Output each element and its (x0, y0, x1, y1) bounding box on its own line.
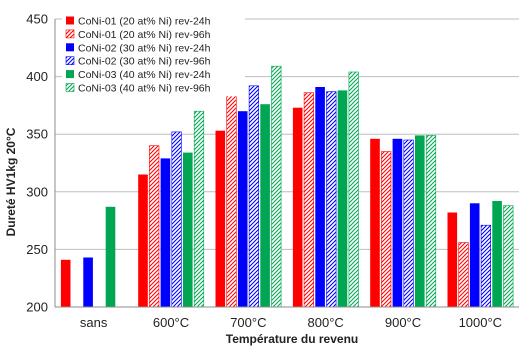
bar (237, 111, 248, 307)
bar (183, 152, 193, 307)
bar (149, 145, 160, 308)
bar (171, 131, 182, 308)
bar (160, 158, 171, 307)
y-tick-label: 350 (26, 127, 48, 142)
bar (458, 242, 469, 308)
x-tick-label: 600°C (153, 315, 189, 330)
legend-label: CoNi-01 (20 at% Ni) rev-96h (78, 29, 211, 41)
bar (292, 107, 303, 307)
bar-group (60, 65, 514, 308)
bar (193, 110, 205, 308)
x-tick-label: 800°C (308, 315, 344, 330)
bar (480, 224, 492, 308)
legend-swatch (66, 16, 74, 25)
y-tick-label: 400 (26, 69, 48, 84)
bar (303, 92, 315, 308)
legend-background (62, 12, 245, 97)
bar (60, 259, 71, 307)
x-tick-label: 900°C (385, 315, 421, 330)
y-tick-labels: 200 250 300 350 400 450 (26, 12, 48, 315)
y-tick-label: 250 (26, 242, 48, 257)
legend-swatch (65, 29, 75, 39)
legend-label: CoNi-03 (40 at% Ni) rev-24h (78, 69, 211, 81)
legend-label: CoNi-01 (20 at% Ni) rev-24h (78, 16, 211, 28)
legend-swatch (65, 83, 75, 92)
y-tick-label: 200 (26, 300, 48, 315)
bar (326, 91, 337, 308)
axes (54, 19, 519, 308)
bar (425, 135, 437, 308)
legend-label: CoNi-03 (40 at% Ni) rev-96h (78, 83, 211, 95)
bar (138, 174, 148, 307)
y-tick-label: 300 (26, 184, 48, 199)
y-tick-label: 450 (26, 12, 48, 27)
x-tick-label: 700°C (230, 315, 266, 330)
legend-swatch (65, 56, 75, 66)
bar (83, 257, 93, 307)
y-axis-title: Dureté HV1kg 20°C (4, 127, 18, 236)
x-tick-label: 1000°C (459, 315, 503, 330)
bar (105, 206, 116, 307)
bar (492, 201, 502, 307)
legend-swatch (66, 43, 74, 52)
bar (271, 65, 282, 308)
bar (415, 135, 425, 307)
bar (469, 203, 480, 307)
bar (348, 71, 359, 308)
bar (226, 94, 237, 308)
x-axis-title: Température du revenu (226, 332, 358, 346)
legend-label: CoNi-02 (30 at% Ni) rev-96h (78, 56, 211, 68)
bar (447, 212, 458, 307)
legend-swatch (66, 70, 74, 79)
x-tick-label: sans (80, 315, 108, 330)
x-tick-labels: sans 600°C 700°C 800°C 900°C 1000°C (80, 315, 502, 330)
bar (503, 205, 514, 308)
bar (315, 87, 325, 307)
bar (403, 139, 414, 308)
bar (215, 130, 226, 307)
bar (248, 85, 260, 308)
bar (392, 138, 403, 307)
legend-label: CoNi-02 (30 at% Ni) rev-24h (78, 42, 211, 54)
bar (337, 90, 348, 308)
bar (260, 104, 270, 307)
bar (370, 138, 380, 307)
bar (381, 151, 392, 308)
